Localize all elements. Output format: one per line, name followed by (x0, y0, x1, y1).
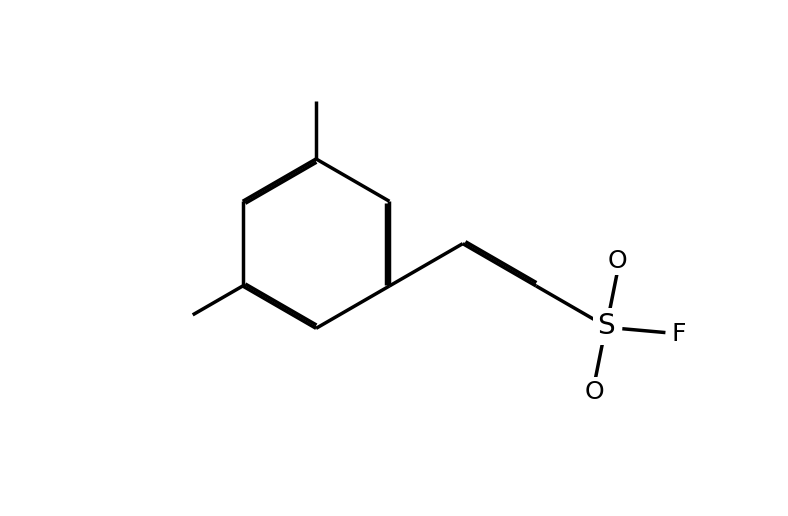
Text: S: S (597, 312, 615, 341)
Text: O: O (585, 380, 604, 404)
Text: F: F (671, 322, 686, 346)
Text: O: O (608, 249, 627, 273)
